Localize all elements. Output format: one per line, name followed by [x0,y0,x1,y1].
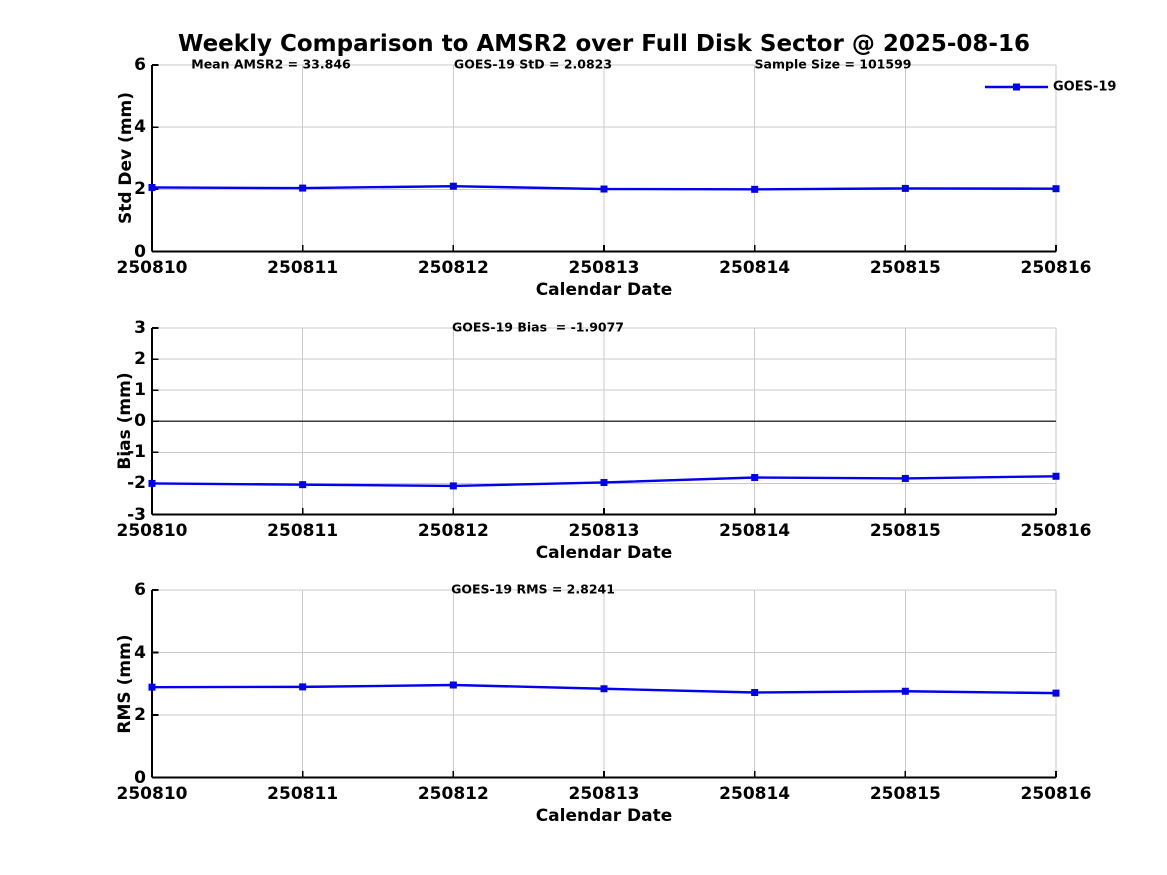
stddev-x-tick-label: 250811 [267,257,339,278]
figure-title: Weekly Comparison to AMSR2 over Full Dis… [178,31,1030,57]
stddev-y-axis-label: Std Dev (mm) [116,91,136,225]
rms-x-axis-label: Calendar Date [535,806,673,826]
stddev-y-tick-label: 4 [134,117,146,138]
rms-y-tick-label: 0 [134,767,146,788]
bias-y-tick-label: -1 [127,442,146,463]
bias-y-tick-label: -2 [127,473,146,494]
stddev-x-tick-label: 250813 [568,257,640,278]
bias-y-tick-label: 2 [134,349,146,370]
rms-y-tick-label: 6 [134,580,146,600]
bias-y-tick-label: 0 [134,411,146,432]
stddev-y-tick-label: 2 [134,179,146,200]
bias-x-axis-label: Calendar Date [535,543,673,563]
rms-annotation-value: GOES-19 RMS = 2.8241 [451,581,615,597]
stddev-y-tick-label: 0 [134,241,146,262]
rms-x-tick-label: 250816 [1020,783,1092,804]
stddev-y-tick-label: 6 [134,55,146,75]
rms-y-tick-label: 4 [134,642,146,663]
stddev-annotation-std: GOES-19 StD = 2.0823 [453,56,613,72]
bias-x-tick-label: 250811 [267,520,339,541]
rms-x-tick-label: 250815 [869,783,941,804]
rms-x-tick-label: 250810 [116,783,188,804]
stddev-annotation-sample-size: Sample Size = 101599 [754,56,912,72]
stddev-x-tick-label: 250816 [1020,257,1092,278]
bias-annotation-value: GOES-19 Bias = -1.9077 [451,319,625,335]
bias-x-tick-label: 250815 [869,520,941,541]
rms-x-tick-label: 250811 [267,783,339,804]
stddev-x-tick-label: 250810 [116,257,188,278]
stddev-annotation-mean-amsr2: Mean AMSR2 = 33.846 [191,56,351,72]
rms-x-tick-label: 250814 [719,783,791,804]
rms-x-tick-label: 250813 [568,783,640,804]
legend-entry-goes19: GOES-19 [1053,79,1117,95]
bias-x-tick-label: 250810 [116,520,188,541]
bias-x-tick-label: 250814 [719,520,791,541]
stddev-x-axis-label: Calendar Date [535,280,673,300]
stddev-x-tick-label: 250812 [417,257,489,278]
bias-y-tick-label: 1 [134,380,146,401]
bias-x-tick-label: 250816 [1020,520,1092,541]
bias-y-tick-label: -3 [127,504,146,525]
rms-y-axis-label: RMS (mm) [115,634,135,734]
bias-x-tick-label: 250813 [568,520,640,541]
bias-x-tick-label: 250812 [417,520,489,541]
stddev-x-tick-label: 250815 [869,257,941,278]
rms-y-tick-label: 2 [134,705,146,725]
bias-y-tick-label: 3 [134,318,146,338]
rms-x-tick-label: 250812 [417,783,489,804]
stddev-x-tick-label: 250814 [719,257,791,278]
